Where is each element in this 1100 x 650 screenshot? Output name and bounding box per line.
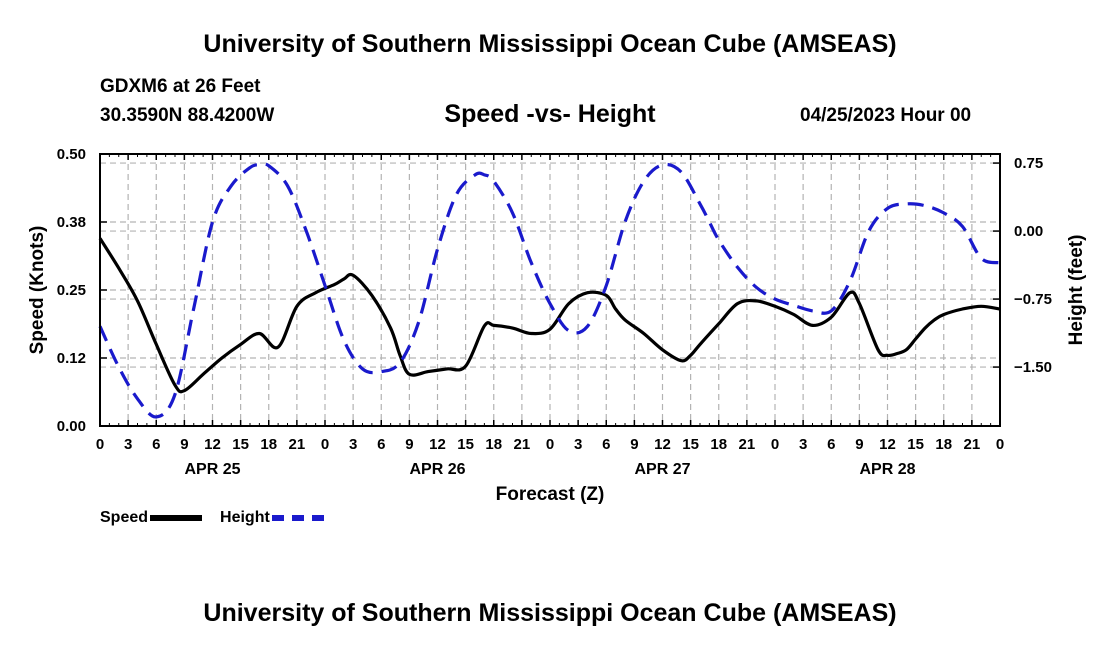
y-left-tick-label: 0.50 (57, 146, 86, 163)
x-tick-label: 0 (321, 436, 329, 453)
series-line-speed (98, 237, 1001, 394)
x-tick-label: 18 (935, 436, 952, 453)
y-right-tick-label: −1.50 (1014, 359, 1052, 376)
x-tick-label: 0 (96, 436, 104, 453)
x-tick-label: 12 (879, 436, 896, 453)
x-tick-label: 12 (204, 436, 221, 453)
x-tick-label: 12 (429, 436, 446, 453)
x-tick-label: 9 (630, 436, 638, 453)
x-tick-label: 0 (546, 436, 554, 453)
y-left-tick-label: 0.25 (57, 282, 86, 299)
x-tick-label: 0 (996, 436, 1004, 453)
x-tick-label: 3 (124, 436, 132, 453)
x-axis-title: Forecast (Z) (496, 484, 605, 505)
y-left-tick-label: 0.00 (57, 418, 86, 435)
x-tick-label: 9 (855, 436, 863, 453)
x-tick-label: 6 (152, 436, 160, 453)
x-tick-label: 0 (771, 436, 779, 453)
x-tick-label: 21 (964, 436, 981, 453)
legend-item-height: Height (220, 509, 324, 527)
x-tick-label: 15 (682, 436, 699, 453)
legend-swatch-height (271, 515, 324, 521)
x-tick-label: 9 (180, 436, 188, 453)
y-right-tick-label: −0.75 (1014, 291, 1052, 308)
station-label: GDXM6 at 26 Feet (100, 76, 261, 97)
x-tick-label: 12 (654, 436, 671, 453)
series-layer (98, 162, 1001, 419)
x-tick-label: 9 (405, 436, 413, 453)
x-tick-label: 15 (232, 436, 249, 453)
grid (100, 154, 1000, 426)
x-tick-label: 6 (827, 436, 835, 453)
x-tick-label: 6 (602, 436, 610, 453)
x-tick-label: 6 (377, 436, 385, 453)
station-coordinates: 30.3590N 88.4200W (100, 105, 275, 126)
x-tick-label: 18 (485, 436, 502, 453)
legend-label-speed: Speed (100, 509, 149, 526)
y-axis-right-title: Height (feet) (1066, 235, 1087, 346)
legend-swatch-speed (150, 515, 203, 521)
y-axis-left-title: Speed (Knots) (27, 226, 48, 355)
x-tick-label: 3 (574, 436, 582, 453)
y-right-tick-label: 0.00 (1014, 223, 1043, 240)
x-tick-label: 15 (907, 436, 924, 453)
y-left-tick-label: 0.12 (57, 350, 86, 367)
x-tick-label: 18 (710, 436, 727, 453)
y-right-tick-label: 0.75 (1014, 155, 1043, 172)
chart-subtitle: Speed -vs- Height (444, 100, 656, 128)
x-day-label: APR 26 (409, 461, 465, 478)
x-tick-label: 21 (514, 436, 531, 453)
forecast-timestamp: 04/25/2023 Hour 00 (800, 105, 972, 126)
footer-title: University of Southern Mississippi Ocean… (203, 599, 897, 627)
axes: Forecast (Z) Speed (Knots) Height (feet)… (27, 146, 1087, 505)
x-tick-label: 3 (799, 436, 807, 453)
x-tick-label: 18 (260, 436, 277, 453)
y-left-tick-label: 0.38 (57, 214, 86, 231)
x-tick-label: 21 (739, 436, 756, 453)
legend: Speed Height (100, 509, 342, 527)
x-day-label: APR 27 (634, 461, 690, 478)
x-tick-label: 21 (289, 436, 306, 453)
x-day-label: APR 25 (184, 461, 240, 478)
legend-label-height: Height (220, 509, 270, 526)
x-day-label: APR 28 (859, 461, 915, 478)
x-tick-label: 3 (349, 436, 357, 453)
x-tick-label: 15 (457, 436, 474, 453)
legend-item-speed: Speed (100, 509, 203, 527)
series-line-height (98, 162, 1001, 419)
chart-main-title: University of Southern Mississippi Ocean… (203, 30, 897, 58)
